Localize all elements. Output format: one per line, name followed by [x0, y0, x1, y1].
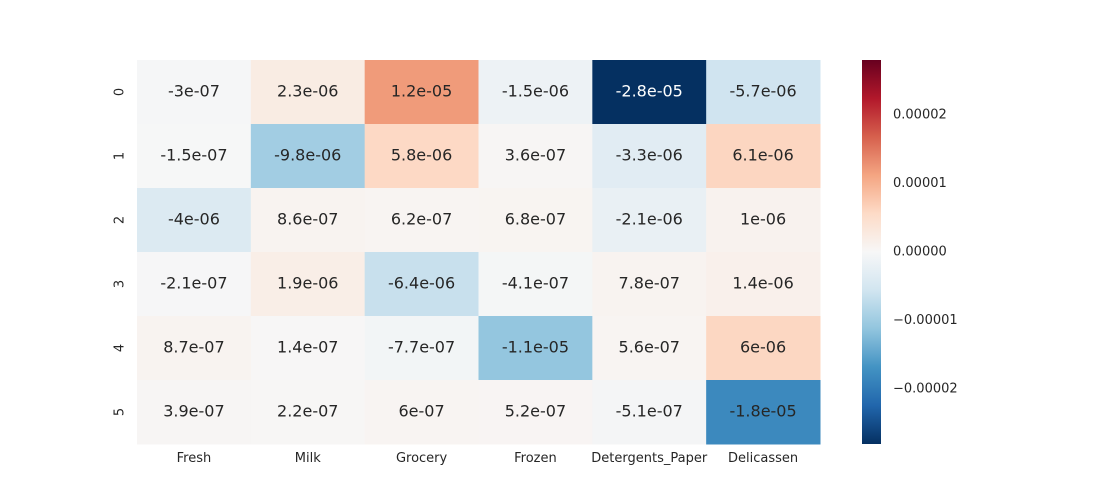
colorbar-tick-label: 0.00001: [893, 176, 947, 191]
colorbar-tick-label: 0.00000: [893, 245, 947, 260]
x-tick-labels: Fresh Milk Grocery Frozen Detergents_Paper De…: [177, 451, 799, 466]
heatmap-cell: [137, 252, 252, 317]
cell-annotation: 1.4e-07: [277, 338, 338, 357]
cell-annotation: -2.8e-05: [616, 82, 683, 101]
y-tick-label: 3: [113, 280, 128, 288]
colorbar-tick-label: −0.00001: [893, 313, 958, 328]
heatmap-cell: [250, 316, 366, 381]
heatmap-cell: [137, 60, 252, 125]
cell-annotation: -6.4e-06: [388, 274, 455, 293]
heatmap-cell: [364, 316, 479, 381]
cell-annotation: 3.9e-07: [163, 402, 224, 421]
cell-annotation: -4e-06: [168, 210, 220, 229]
cell-annotation: -4.1e-07: [502, 274, 569, 293]
cell-annotation: -1.5e-07: [160, 146, 227, 165]
heatmap-cell: [478, 380, 593, 445]
heatmap-cell: [250, 124, 366, 189]
heatmap-cell: [706, 60, 821, 125]
heatmap-cell: [250, 380, 366, 445]
y-tick-label: 1: [113, 152, 128, 160]
colorbar-tick-label: −0.00002: [893, 382, 958, 397]
heatmap-cell: [478, 124, 593, 189]
heatmap-cell: [592, 188, 707, 253]
colorbar-gradient: [862, 60, 881, 444]
cell-annotation: 6.8e-07: [505, 210, 566, 229]
heatmap-cell: [250, 188, 366, 253]
heatmap-cell: [706, 316, 821, 381]
heatmap-cell: [592, 380, 707, 445]
cell-annotation: -1.1e-05: [502, 338, 569, 357]
cell-annotation: -1.5e-06: [502, 82, 569, 101]
colorbar-tick-label: 0.00002: [893, 107, 947, 122]
cell-annotation: 6.2e-07: [391, 210, 452, 229]
cell-annotation: 1.9e-06: [277, 274, 338, 293]
heatmap-cell: [364, 380, 479, 445]
heatmap-cell: [364, 124, 479, 189]
cell-annotation: 8.7e-07: [163, 338, 224, 357]
heatmap-cell: [478, 188, 593, 253]
heatmap-cell: [137, 124, 252, 189]
heatmap-cell: [137, 188, 252, 253]
cell-annotation: 3.6e-07: [505, 146, 566, 165]
x-tick-label: Fresh: [177, 451, 212, 466]
cell-annotation: 5.8e-06: [391, 146, 452, 165]
cell-annotation: 7.8e-07: [619, 274, 680, 293]
heatmap-cell: [250, 252, 366, 317]
heatmap-cell: [137, 316, 252, 381]
heatmap-cell: [364, 60, 479, 125]
cell-annotation: -5.1e-07: [616, 402, 683, 421]
cell-annotation: -5.7e-06: [729, 82, 796, 101]
y-tick-label: 2: [113, 216, 128, 224]
cell-annotation: 1e-06: [740, 210, 786, 229]
cell-annotation: 8.6e-07: [277, 210, 338, 229]
heatmap-cells: [137, 60, 821, 445]
cell-annotation: -3e-07: [168, 82, 220, 101]
heatmap-cell: [250, 60, 366, 125]
cell-annotation: -7.7e-07: [388, 338, 455, 357]
heatmap-cell: [706, 124, 821, 189]
cell-annotation: 5.2e-07: [505, 402, 566, 421]
heatmap-cell: [592, 252, 707, 317]
cell-annotation: 6.1e-06: [732, 146, 793, 165]
cell-annotation: -3.3e-06: [616, 146, 683, 165]
cell-annotation: -1.8e-05: [729, 402, 796, 421]
heatmap-cell: [592, 316, 707, 381]
heatmap-cell: [592, 60, 707, 125]
x-tick-label: Detergents_Paper: [591, 451, 708, 466]
cell-annotation: -2.1e-06: [616, 210, 683, 229]
x-tick-label: Frozen: [514, 451, 557, 466]
cell-annotation: 1.2e-05: [391, 82, 452, 101]
y-tick-label: 0: [113, 88, 128, 96]
x-tick-label: Milk: [295, 451, 321, 466]
x-tick-label: Grocery: [396, 451, 448, 466]
colorbar-tick-labels: 0.00002 0.00001 0.00000 −0.00001 −0.00002: [893, 107, 958, 396]
heatmap-cell: [706, 252, 821, 317]
heatmap-cell: [478, 316, 593, 381]
y-tick-label: 5: [113, 408, 128, 416]
y-tick-label: 4: [113, 344, 128, 352]
heatmap-cell: [137, 380, 252, 445]
cell-annotation: 6e-07: [399, 402, 445, 421]
heatmap-cell: [592, 124, 707, 189]
colorbar: [862, 60, 881, 444]
heatmap-cell: [364, 188, 479, 253]
heatmap-cell: [706, 188, 821, 253]
cell-annotation: 2.3e-06: [277, 82, 338, 101]
cell-annotation: -9.8e-06: [274, 146, 341, 165]
heatmap-cell: [364, 252, 479, 317]
cell-annotation: -2.1e-07: [160, 274, 227, 293]
heatmap-cell: [478, 252, 593, 317]
y-tick-labels: 0 1 2 3 4 5: [113, 88, 128, 416]
heatmap-cell: [478, 60, 593, 125]
x-tick-label: Delicassen: [728, 451, 798, 466]
cell-annotation: 2.2e-07: [277, 402, 338, 421]
cell-annotation: 5.6e-07: [619, 338, 680, 357]
cell-annotation: 6e-06: [740, 338, 786, 357]
heatmap-annotations: -3e-07 2.3e-06 1.2e-05 -1.5e-06 -2.8e-05 -5.7…: [160, 82, 796, 421]
heatmap-cell: [706, 380, 821, 445]
cell-annotation: 1.4e-06: [732, 274, 793, 293]
